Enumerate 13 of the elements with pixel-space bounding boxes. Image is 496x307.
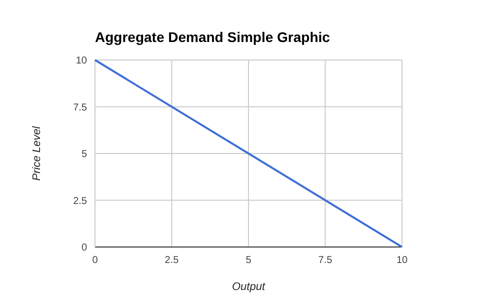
x-tick-label: 0 xyxy=(92,255,98,266)
y-tick-label: 10 xyxy=(76,56,88,66)
y-tick-label: 0 xyxy=(81,242,88,254)
x-tick-label: 10 xyxy=(396,255,408,266)
y-tick-label: 5 xyxy=(81,149,88,160)
x-axis-title: Output xyxy=(232,281,266,293)
y-axis-title: Price Level xyxy=(31,126,43,181)
x-tick-label: 2.5 xyxy=(164,255,180,266)
x-tick-label: 5 xyxy=(246,255,252,266)
y-tick-label: 7.5 xyxy=(73,102,88,114)
x-tick-label: 7.5 xyxy=(318,255,333,266)
chart-title: Aggregate Demand Simple Graphic xyxy=(95,29,330,45)
y-tick-label: 2.5 xyxy=(73,196,88,207)
